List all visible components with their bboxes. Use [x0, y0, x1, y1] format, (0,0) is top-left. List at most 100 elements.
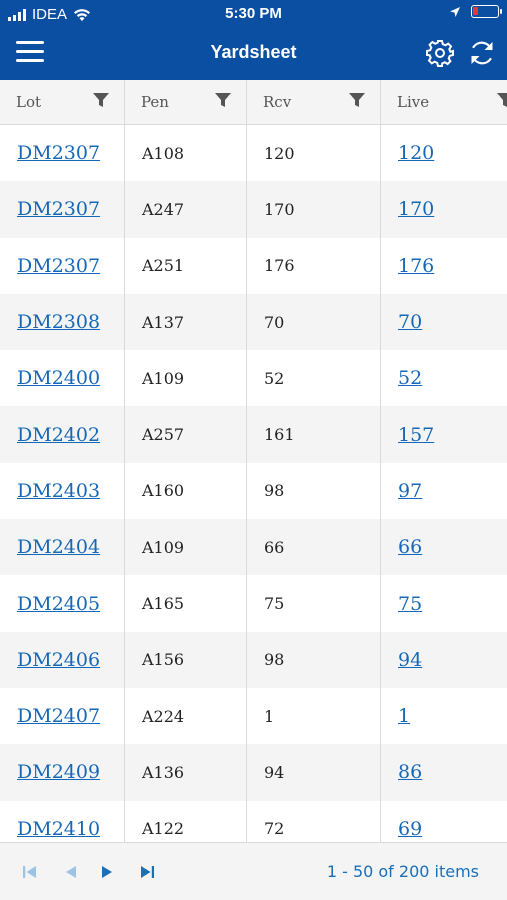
column-header-label: Lot [16, 93, 42, 111]
live-link[interactable]: 97 [398, 479, 423, 502]
filter-icon[interactable] [93, 92, 109, 108]
table-row: DM2410 A122 72 69 [0, 800, 507, 842]
pager-info: 1 - 50 of 200 items [326, 862, 479, 881]
table-row: DM2407 A224 1 1 [0, 687, 507, 745]
live-link[interactable]: 1 [398, 705, 411, 728]
rcv-cell: 161 [247, 406, 381, 463]
live-link[interactable]: 176 [398, 254, 435, 277]
table-row: DM2409 A136 94 86 [0, 744, 507, 801]
next-page-icon[interactable] [98, 863, 116, 881]
pen-cell: A251 [125, 237, 247, 294]
rcv-cell: 98 [247, 631, 381, 688]
lot-link[interactable]: DM2307 [0, 125, 125, 182]
status-right [449, 5, 502, 18]
grid-header: Lot Pen Rcv Live [0, 80, 507, 125]
refresh-icon[interactable] [467, 38, 497, 68]
filter-icon[interactable] [215, 92, 231, 108]
grid-body: DM2307 A108 120 120 DM2307 A247 170 170 … [0, 125, 507, 842]
pen-cell: A122 [125, 800, 247, 842]
carrier-label: IDEA [32, 6, 68, 23]
pen-cell: A137 [125, 293, 247, 351]
lot-link[interactable]: DM2406 [0, 631, 125, 688]
pen-cell: A156 [125, 631, 247, 688]
rcv-cell: 1 [247, 687, 381, 745]
battery-icon [471, 5, 502, 18]
rcv-cell: 52 [247, 350, 381, 407]
lot-link[interactable]: DM2308 [0, 293, 125, 351]
pen-cell: A109 [125, 350, 247, 407]
signal-icon [8, 8, 26, 21]
pen-cell: A224 [125, 687, 247, 745]
pen-cell: A108 [125, 125, 247, 182]
live-link[interactable]: 70 [398, 311, 423, 334]
column-header-pen[interactable]: Pen [125, 80, 247, 125]
rcv-cell: 176 [247, 237, 381, 294]
column-header-label: Pen [141, 93, 169, 111]
table-row: DM2405 A165 75 75 [0, 575, 507, 632]
table-row: DM2307 A108 120 120 [0, 125, 507, 182]
live-link[interactable]: 170 [398, 198, 435, 221]
lot-link[interactable]: DM2409 [0, 744, 125, 801]
lot-link[interactable]: DM2405 [0, 575, 125, 632]
filter-icon[interactable] [349, 92, 365, 108]
status-left: IDEA [8, 6, 91, 23]
live-link[interactable]: 52 [398, 367, 423, 390]
lot-link[interactable]: DM2400 [0, 350, 125, 407]
table-row: DM2307 A251 176 176 [0, 237, 507, 294]
gear-icon[interactable] [425, 38, 455, 68]
menu-icon[interactable] [16, 41, 44, 63]
live-link[interactable]: 66 [398, 536, 423, 559]
table-row: DM2404 A109 66 66 [0, 519, 507, 576]
lot-link[interactable]: DM2404 [0, 519, 125, 576]
lot-link[interactable]: DM2407 [0, 687, 125, 745]
live-link[interactable]: 86 [398, 761, 423, 784]
column-header-label: Rcv [263, 93, 292, 111]
lot-link[interactable]: DM2402 [0, 406, 125, 463]
pen-cell: A109 [125, 519, 247, 576]
column-header-rcv[interactable]: Rcv [247, 80, 381, 125]
page-title: Yardsheet [210, 42, 297, 62]
column-header-label: Live [397, 93, 430, 111]
rcv-cell: 120 [247, 125, 381, 182]
rcv-cell: 70 [247, 293, 381, 351]
lot-link[interactable]: DM2307 [0, 181, 125, 238]
filter-icon[interactable] [497, 92, 507, 108]
live-link[interactable]: 157 [398, 423, 435, 446]
live-link[interactable]: 75 [398, 592, 423, 615]
rcv-cell: 66 [247, 519, 381, 576]
rcv-cell: 98 [247, 462, 381, 520]
pager: 1 - 50 of 200 items [0, 842, 507, 900]
previous-page-icon[interactable] [62, 863, 80, 881]
app-header: IDEA 5:30 PM Yardsheet [0, 0, 507, 80]
navbar: Yardsheet [0, 28, 507, 80]
status-bar: IDEA 5:30 PM [0, 0, 507, 28]
table-row: DM2400 A109 52 52 [0, 350, 507, 407]
first-page-icon[interactable] [21, 863, 39, 881]
live-link[interactable]: 120 [398, 142, 435, 165]
lot-link[interactable]: DM2403 [0, 462, 125, 520]
last-page-icon[interactable] [138, 863, 156, 881]
location-arrow-icon [450, 6, 460, 17]
column-header-live[interactable]: Live [381, 80, 507, 125]
lot-link[interactable]: DM2410 [0, 800, 125, 842]
rcv-cell: 75 [247, 575, 381, 632]
wifi-icon [74, 8, 91, 21]
rcv-cell: 94 [247, 744, 381, 801]
status-time: 5:30 PM [225, 5, 282, 22]
table-row: DM2402 A257 161 157 [0, 406, 507, 463]
pen-cell: A247 [125, 181, 247, 238]
table-row: DM2406 A156 98 94 [0, 631, 507, 688]
lot-link[interactable]: DM2307 [0, 237, 125, 294]
pen-cell: A165 [125, 575, 247, 632]
rcv-cell: 170 [247, 181, 381, 238]
table-row: DM2307 A247 170 170 [0, 181, 507, 238]
live-link[interactable]: 69 [398, 817, 423, 840]
table-row: DM2403 A160 98 97 [0, 462, 507, 520]
live-link[interactable]: 94 [398, 648, 423, 671]
pen-cell: A136 [125, 744, 247, 801]
table-row: DM2308 A137 70 70 [0, 293, 507, 351]
pen-cell: A160 [125, 462, 247, 520]
pen-cell: A257 [125, 406, 247, 463]
column-header-lot[interactable]: Lot [0, 80, 125, 125]
rcv-cell: 72 [247, 800, 381, 842]
